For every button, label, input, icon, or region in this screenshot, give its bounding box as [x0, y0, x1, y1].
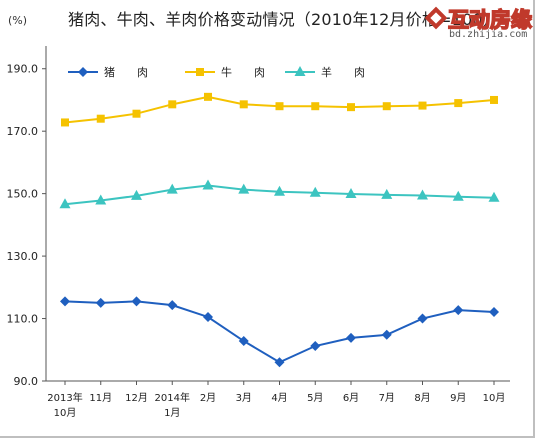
y-tick-label: 110.0	[7, 313, 39, 326]
data-point-0-2	[131, 296, 142, 307]
y-axis-unit: (%)	[8, 14, 28, 27]
data-point-0-11	[453, 305, 464, 316]
legend-label-0: 猪 肉	[104, 66, 148, 79]
data-point-1-11	[454, 99, 463, 108]
data-point-1-6	[275, 102, 284, 111]
data-point-0-12	[489, 306, 499, 317]
data-point-0-6	[274, 357, 285, 368]
x-tick-label: 2013年 10月	[47, 391, 82, 419]
data-point-2-7	[309, 186, 321, 197]
data-point-0-10	[417, 313, 428, 324]
chart-title: 猪肉、牛肉、羊肉价格变动情况（2010年12月价格=100）	[68, 10, 500, 29]
y-tick-label: 150.0	[7, 188, 39, 201]
watermark-url: bd.zhijia.com	[449, 29, 528, 40]
x-tick-label: 6月	[343, 392, 359, 404]
data-point-1-12	[490, 95, 498, 104]
x-tick-label: 9月	[450, 392, 466, 404]
data-point-0-8	[346, 332, 356, 343]
data-point-2-2	[131, 189, 142, 200]
x-tick-label: 8月	[414, 392, 430, 404]
data-point-1-4	[204, 92, 212, 101]
data-point-0-4	[203, 311, 213, 322]
data-point-2-5	[238, 183, 250, 194]
data-point-1-9	[382, 102, 391, 111]
data-point-2-11	[452, 190, 464, 201]
x-tick-label: 7月	[379, 392, 395, 404]
data-point-1-1	[96, 114, 105, 123]
data-point-2-8	[345, 187, 357, 198]
x-tick-label: 2月	[200, 392, 216, 404]
x-tick-label: 10月	[483, 392, 506, 404]
data-point-1-10	[418, 101, 427, 110]
data-point-2-9	[381, 188, 393, 199]
data-point-1-3	[168, 100, 177, 109]
data-point-2-4	[202, 179, 214, 190]
data-point-1-8	[347, 103, 355, 112]
x-tick-label: 3月	[236, 392, 252, 404]
x-tick-label: 5月	[307, 392, 323, 404]
y-tick-label: 90.0	[14, 375, 39, 388]
x-tick-label: 4月	[271, 392, 287, 404]
data-point-2-12	[488, 191, 500, 202]
data-point-1-2	[132, 109, 141, 118]
data-point-1-0	[61, 118, 69, 127]
x-tick-label: 11月	[89, 392, 112, 404]
y-tick-label: 190.0	[7, 63, 39, 76]
data-point-2-3	[166, 183, 178, 194]
data-point-1-7	[311, 102, 320, 111]
data-point-0-3	[167, 300, 178, 311]
data-point-2-1	[95, 194, 107, 205]
watermark-brand: 互动房缘	[447, 7, 533, 33]
x-tick-label: 2014年 1月	[155, 391, 190, 419]
legend-marker-2	[294, 66, 306, 76]
x-tick-label: 12月	[125, 392, 148, 404]
data-point-2-0	[59, 198, 71, 209]
legend-marker-0	[78, 67, 88, 77]
data-point-2-10	[417, 189, 428, 200]
data-point-1-5	[239, 100, 248, 109]
legend-marker-1	[196, 68, 204, 76]
y-tick-label: 170.0	[7, 125, 39, 138]
data-point-0-1	[95, 297, 106, 308]
data-point-2-6	[274, 185, 285, 196]
legend-label-1: 牛 肉	[221, 65, 265, 79]
y-tick-label: 130.0	[7, 250, 39, 263]
watermark-logo	[424, 6, 448, 30]
data-point-0-9	[381, 329, 392, 340]
data-point-0-7	[310, 341, 321, 352]
legend-label-2: 羊 肉	[321, 65, 365, 79]
data-point-0-0	[60, 296, 70, 307]
series-line-0	[64, 300, 495, 364]
data-point-0-5	[238, 336, 249, 347]
